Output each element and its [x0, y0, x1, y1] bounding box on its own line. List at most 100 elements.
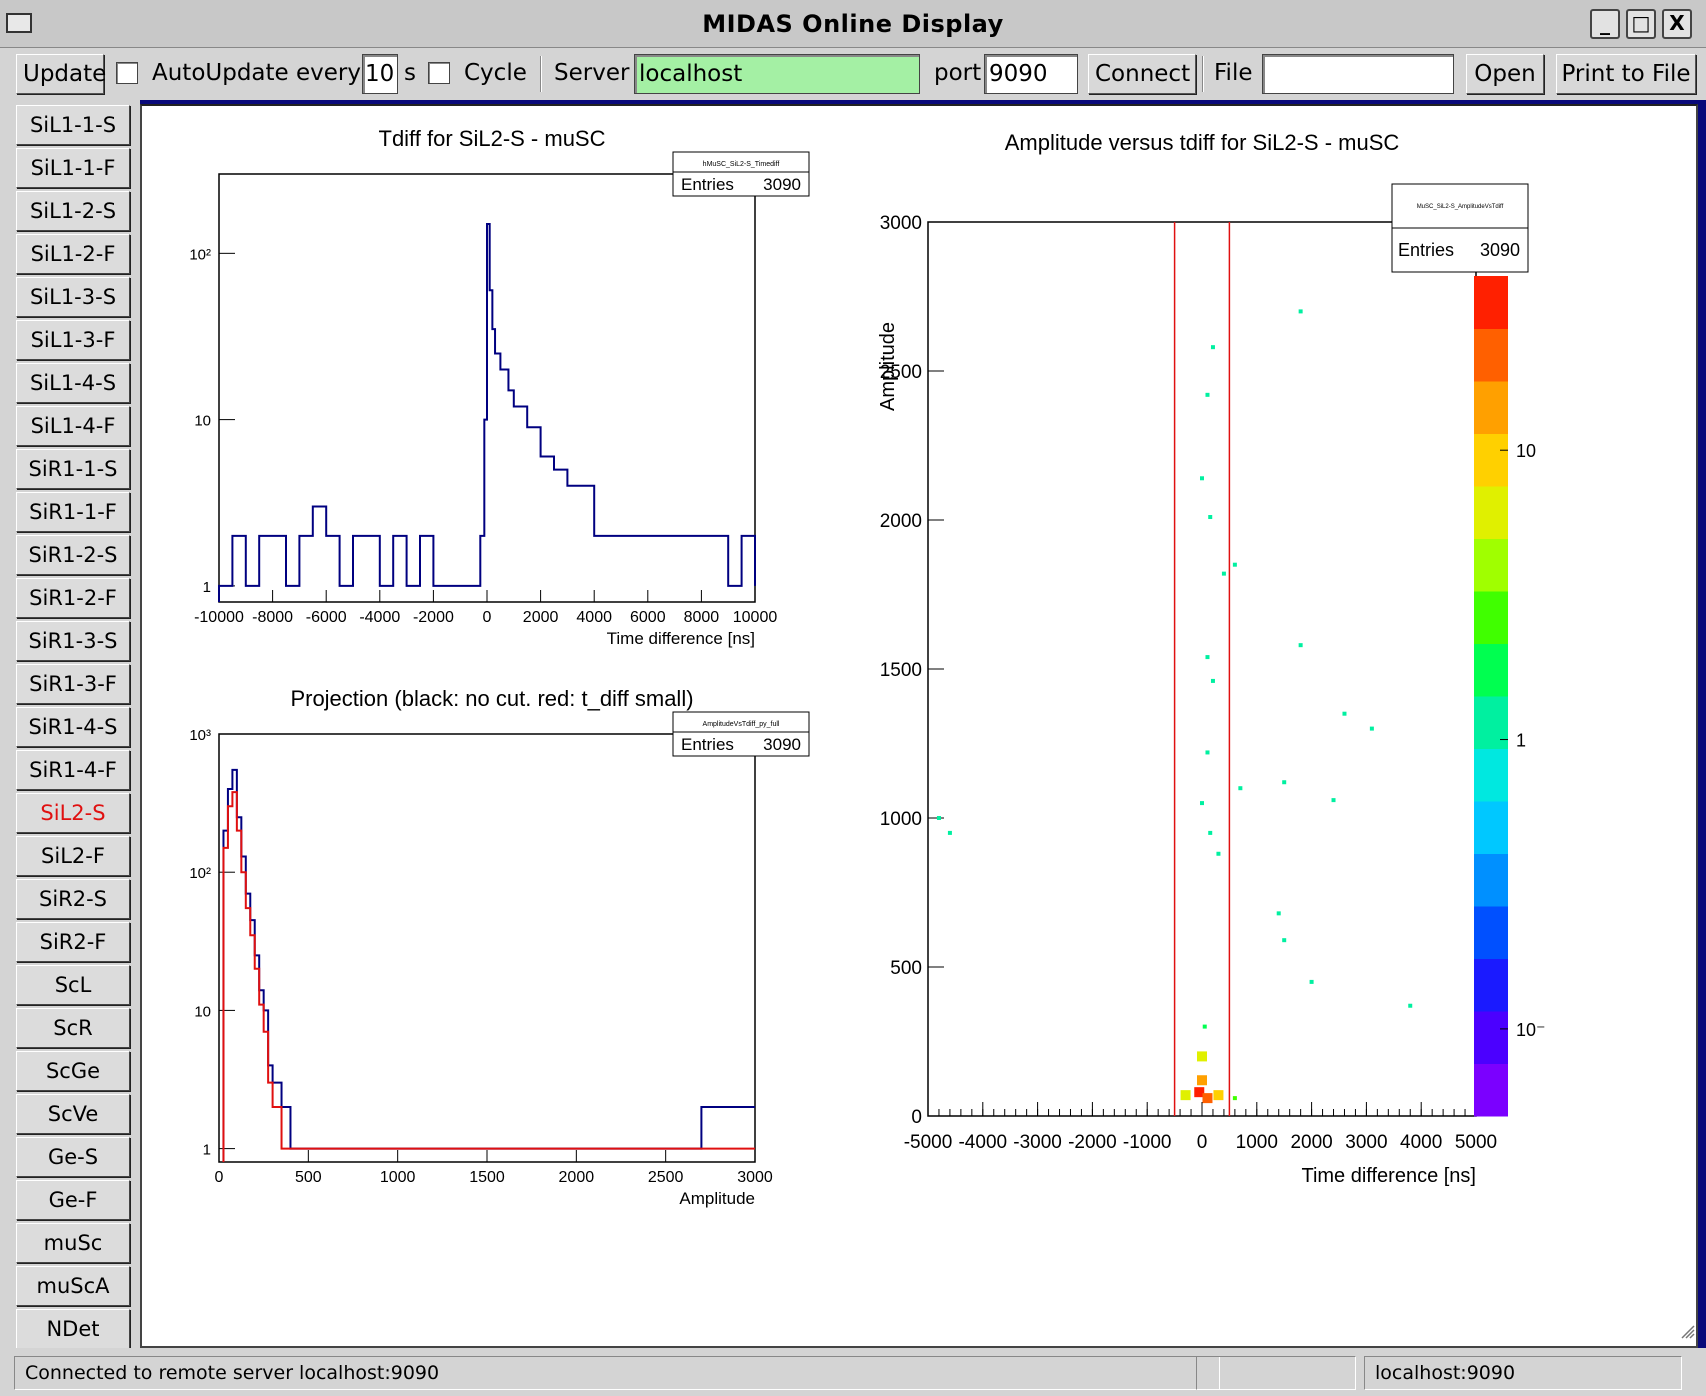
colorbar-segment	[1474, 748, 1508, 802]
y-tick-label: 3000	[880, 213, 922, 234]
sidebar-item-sir1-1-s[interactable]: SiR1-1-S	[16, 449, 130, 489]
file-input[interactable]	[1262, 54, 1454, 94]
sidebar-item-sir2-s[interactable]: SiR2-S	[16, 879, 130, 919]
cycle-label: Cycle	[464, 60, 527, 86]
sidebar-item-sil1-2-f[interactable]: SiL1-2-F	[16, 234, 130, 274]
sidebar-item-sil2-s[interactable]: SiL2-S	[16, 793, 130, 833]
colorbar-segment	[1474, 906, 1508, 959]
heatmap-cell	[1205, 655, 1210, 660]
x-tick-label: -4000	[958, 1132, 1007, 1153]
x-tick-label: 2000	[523, 609, 559, 626]
maximize-button[interactable]: □	[1626, 9, 1656, 39]
series-line	[222, 791, 755, 1162]
x-tick-label: -8000	[252, 609, 293, 626]
connect-button[interactable]: Connect	[1088, 54, 1196, 94]
y-tick-label: 10	[194, 1003, 211, 1020]
y-tick-label: 2500	[880, 362, 922, 383]
x-tick-label: 10000	[733, 609, 778, 626]
sidebar-item-sil1-1-s[interactable]: SiL1-1-S	[16, 105, 130, 145]
y-tick-label: 2000	[880, 511, 922, 532]
title-bar[interactable]: MIDAS Online Display _ □ X	[0, 0, 1706, 48]
autoupdate-interval-input[interactable]: 10	[362, 54, 398, 94]
sidebar-item-sir2-f[interactable]: SiR2-F	[16, 922, 130, 962]
y-tick-label: 1000	[880, 809, 922, 830]
sidebar-item-sir1-3-s[interactable]: SiR1-3-S	[16, 621, 130, 661]
sidebar-item-sil1-3-s[interactable]: SiL1-3-S	[16, 277, 130, 317]
series-line	[218, 223, 756, 602]
x-tick-label: 0	[483, 609, 492, 626]
port-input[interactable]: 9090	[984, 54, 1078, 94]
sidebar-item-sir1-3-f[interactable]: SiR1-3-F	[16, 664, 130, 704]
heatmap-cell	[1282, 938, 1287, 943]
y-axis-label: Amplitude	[877, 322, 899, 411]
x-tick-label: -2000	[1068, 1132, 1117, 1153]
heatmap-cell	[1369, 726, 1374, 731]
x-tick-label: 500	[295, 1169, 322, 1186]
sidebar-item-sil1-2-s[interactable]: SiL1-2-S	[16, 191, 130, 231]
detector-sidebar: SiL1-1-S SiL1-1-F SiL1-2-S SiL1-2-F SiL1-3-S…	[0, 100, 140, 1349]
stats-name: MuSC_SiL2-S_AmplitudeVsTdiff	[1417, 204, 1504, 210]
stats-entries-value: 3090	[763, 175, 801, 194]
sidebar-item-musca[interactable]: muScA	[16, 1266, 130, 1306]
sidebar-item-sir1-4-f[interactable]: SiR1-4-F	[16, 750, 130, 790]
x-tick-label: -2000	[413, 609, 454, 626]
plot-frame	[218, 733, 756, 1163]
heatmap-cell	[1276, 911, 1281, 916]
heatmap-cell	[1213, 1090, 1224, 1101]
window-menu-icon[interactable]	[6, 13, 32, 33]
heatmap-cell	[1309, 979, 1314, 984]
update-button[interactable]: Update	[16, 54, 106, 94]
sidebar-item-scve[interactable]: ScVe	[16, 1094, 130, 1134]
sidebar-item-sil1-3-f[interactable]: SiL1-3-F	[16, 320, 130, 360]
heatmap-cell	[1331, 798, 1336, 803]
heatmap-cell	[1205, 750, 1210, 755]
colorbar-segment	[1474, 1063, 1508, 1117]
status-middle	[1196, 1356, 1356, 1390]
y-tick-label: 1500	[880, 660, 922, 681]
sidebar-item-sil2-f[interactable]: SiL2-F	[16, 836, 130, 876]
heatmap-cell	[1200, 801, 1204, 806]
server-input[interactable]: localhost	[634, 54, 920, 94]
sidebar-item-scge[interactable]: ScGe	[16, 1051, 130, 1091]
sidebar-item-sir1-1-f[interactable]: SiR1-1-F	[16, 492, 130, 532]
heatmap-cell	[1202, 1024, 1207, 1029]
sidebar-item-scl[interactable]: ScL	[16, 965, 130, 1005]
toolbar: Update AutoUpdate every 10 s Cycle Serve…	[0, 48, 1706, 100]
series-line	[222, 768, 755, 1162]
colorbar-segment	[1474, 591, 1508, 644]
cycle-checkbox[interactable]	[428, 62, 450, 84]
x-tick-label: 3000	[737, 1169, 773, 1186]
file-label: File	[1214, 60, 1253, 86]
sidebar-item-musc[interactable]: muSc	[16, 1223, 130, 1263]
sidebar-item-sir1-2-f[interactable]: SiR1-2-F	[16, 578, 130, 618]
colorbar-segment	[1474, 538, 1508, 592]
open-button[interactable]: Open	[1466, 54, 1544, 94]
sidebar-item-sil1-4-s[interactable]: SiL1-4-S	[16, 363, 130, 403]
close-button[interactable]: X	[1662, 9, 1692, 39]
sidebar-item-ndet[interactable]: NDet	[16, 1309, 130, 1349]
port-label: port	[934, 60, 982, 86]
y-tick-label: 0	[911, 1107, 922, 1128]
sidebar-item-scr[interactable]: ScR	[16, 1008, 130, 1048]
stats-entries-label: Entries	[681, 735, 734, 754]
sidebar-item-sir1-4-s[interactable]: SiR1-4-S	[16, 707, 130, 747]
x-tick-label: 2000	[559, 1169, 595, 1186]
colorbar-segment	[1474, 328, 1508, 382]
print-to-file-button[interactable]: Print to File	[1556, 54, 1696, 94]
sidebar-item-sir1-2-s[interactable]: SiR1-2-S	[16, 535, 130, 575]
sidebar-item-ge-s[interactable]: Ge-S	[16, 1137, 130, 1177]
stats-entries-label: Entries	[1398, 240, 1454, 260]
minimize-button[interactable]: _	[1590, 9, 1620, 39]
sidebar-item-sil1-1-f[interactable]: SiL1-1-F	[16, 148, 130, 188]
x-axis-label: Time difference [ns]	[607, 629, 755, 648]
colorbar-segment	[1474, 696, 1508, 749]
x-tick-label: 2000	[1290, 1132, 1332, 1153]
x-tick-label: 5000	[1455, 1132, 1497, 1153]
sidebar-item-ge-f[interactable]: Ge-F	[16, 1180, 130, 1220]
plot-canvas[interactable]: Tdiff for SiL2-S - muSC -10000 -8000 -6000-…	[140, 104, 1698, 1348]
sidebar-item-sil1-4-f[interactable]: SiL1-4-F	[16, 406, 130, 446]
autoupdate-checkbox[interactable]	[116, 62, 138, 84]
heatmap-cell	[1197, 1051, 1207, 1062]
colorbar-segment	[1474, 801, 1508, 854]
x-axis-label: Time difference [ns]	[1301, 1165, 1476, 1187]
